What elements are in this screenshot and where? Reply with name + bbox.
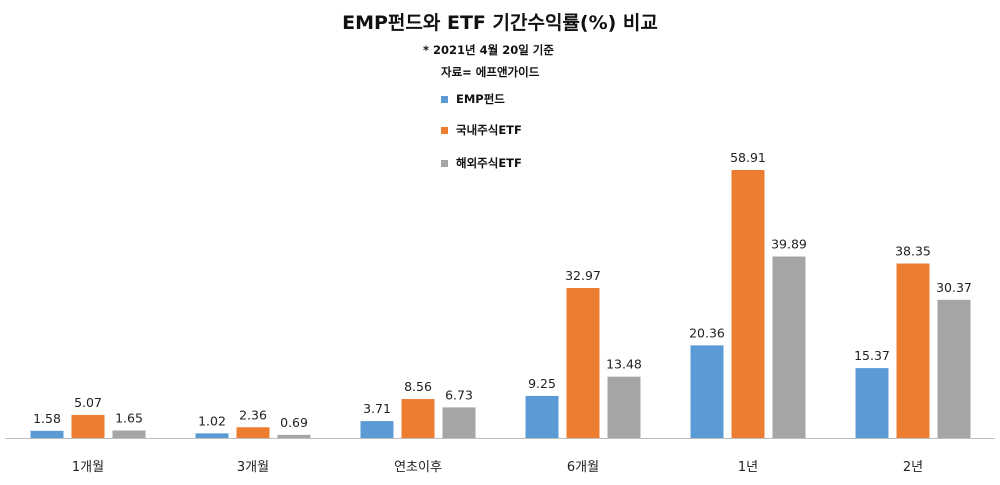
bar (195, 433, 229, 438)
data-label: 20.36 (689, 325, 725, 340)
bar (731, 170, 765, 438)
legend-label: EMP펀드 (456, 92, 505, 106)
chart-source: 자료= 에프앤가이드 (441, 65, 540, 79)
x-tick-label: 6개월 (567, 460, 599, 475)
bar (277, 434, 311, 438)
bar (30, 430, 64, 438)
data-label: 3.71 (363, 401, 391, 416)
bar (236, 427, 270, 438)
bar (112, 430, 146, 438)
data-label: 1.02 (198, 413, 226, 428)
bar (607, 376, 641, 438)
x-tick-label: 1개월 (72, 460, 104, 475)
bar (442, 407, 476, 438)
data-label: 32.97 (565, 268, 601, 283)
legend-swatch (441, 159, 448, 167)
legend-item-0: EMP펀드 (441, 91, 505, 107)
data-label: 5.07 (74, 395, 102, 410)
data-label: 13.48 (606, 357, 642, 372)
legend-swatch (441, 95, 448, 103)
data-label: 0.69 (280, 415, 308, 430)
bar (896, 263, 930, 438)
data-label: 30.37 (936, 280, 972, 295)
legend-swatch (441, 126, 448, 134)
data-label: 38.35 (895, 244, 931, 259)
data-label: 9.25 (528, 376, 556, 391)
bar (401, 399, 435, 438)
data-label: 1.58 (33, 411, 61, 426)
bar (360, 421, 394, 438)
chart-subtitle: * 2021년 4월 20일 기준 (423, 43, 554, 57)
legend-item-1: 국내주식ETF (441, 122, 522, 138)
x-tick-label: 3개월 (237, 460, 269, 475)
bar (525, 395, 559, 438)
x-tick-label: 연초이후 (394, 460, 442, 475)
data-label: 39.89 (771, 237, 807, 252)
bar (772, 256, 806, 438)
legend-label: 국내주식ETF (456, 123, 522, 137)
x-tick-label: 1년 (738, 460, 758, 475)
bar (937, 299, 971, 438)
data-label: 15.37 (854, 348, 890, 363)
bar (71, 414, 105, 438)
legend-item-2: 해외주식ETF (441, 155, 522, 171)
chart-title: EMP펀드와 ETF 기간수익률(%) 비교 (342, 12, 658, 34)
data-label: 1.65 (115, 410, 143, 425)
legend-label: 해외주식ETF (456, 156, 522, 170)
data-label: 8.56 (404, 379, 432, 394)
bar (566, 288, 600, 438)
data-label: 6.73 (445, 387, 473, 402)
data-label: 58.91 (730, 150, 766, 165)
x-tick-label: 2년 (903, 460, 923, 475)
data-label: 2.36 (239, 407, 267, 422)
bar (855, 368, 889, 438)
bar (690, 345, 724, 438)
